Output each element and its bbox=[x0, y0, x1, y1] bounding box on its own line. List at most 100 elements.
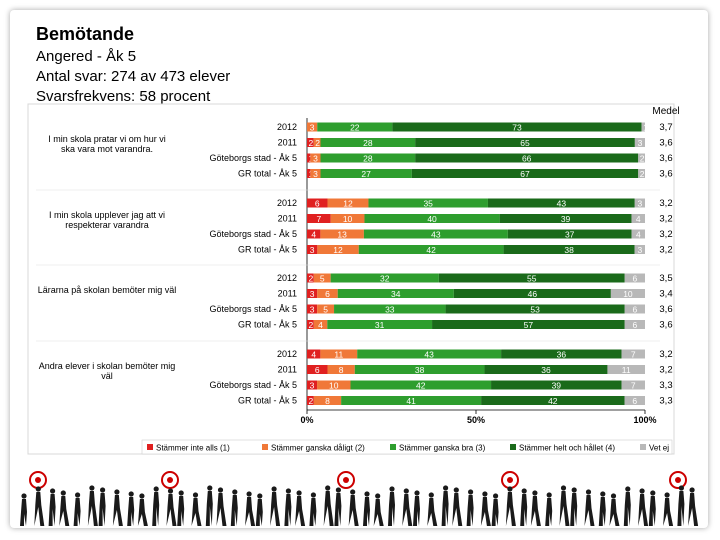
medel-value: 3,3 bbox=[659, 396, 672, 407]
bar-segment bbox=[313, 273, 331, 283]
bar-data-label: 28 bbox=[363, 138, 373, 148]
person-silhouette bbox=[584, 489, 595, 526]
bar-data-label: 34 bbox=[391, 289, 401, 299]
bar-data-label: 3 bbox=[637, 245, 642, 255]
person-silhouette bbox=[598, 491, 606, 526]
bar-segment bbox=[415, 153, 639, 163]
bar-data-label: 43 bbox=[424, 349, 434, 359]
person-silhouette bbox=[559, 485, 570, 526]
medel-value: 3,6 bbox=[659, 320, 672, 331]
bar-segment bbox=[354, 365, 485, 374]
bar-data-label: 11 bbox=[334, 349, 343, 359]
response-rate-label: Svarsfrekvens: 58 procent bbox=[36, 88, 211, 105]
bar-data-label: 36 bbox=[557, 349, 567, 359]
person-silhouette bbox=[545, 492, 553, 526]
bar-segment bbox=[453, 289, 611, 298]
responses-label: Antal svar: 274 av 473 elever bbox=[36, 68, 231, 85]
bar-data-label: 35 bbox=[423, 198, 433, 208]
person-silhouette bbox=[334, 487, 342, 526]
bar-segment bbox=[638, 169, 645, 178]
bar-segment bbox=[307, 289, 318, 298]
person-silhouette bbox=[73, 492, 81, 526]
bar-segment bbox=[307, 229, 321, 239]
bar-segment bbox=[307, 304, 318, 314]
bar-data-label: 2 bbox=[640, 169, 645, 179]
bar-segment bbox=[438, 273, 625, 283]
bar-data-label: 4 bbox=[311, 349, 316, 359]
person-silhouette bbox=[466, 489, 474, 526]
person-silhouette bbox=[570, 487, 578, 526]
person-silhouette bbox=[177, 490, 185, 526]
row-label: 2012 bbox=[277, 349, 297, 359]
row-label: Göteborgs stad - Åk 5 bbox=[209, 229, 297, 239]
bar-segment bbox=[317, 122, 393, 132]
bar-data-label: 22 bbox=[350, 122, 360, 132]
person-silhouette bbox=[20, 493, 27, 526]
row-label: 2011 bbox=[278, 365, 297, 375]
bar-segment bbox=[307, 122, 318, 132]
bar-segment bbox=[481, 396, 625, 405]
bar-data-label: 55 bbox=[527, 273, 537, 283]
bar-segment bbox=[337, 289, 454, 298]
bar-data-label: 10 bbox=[343, 214, 353, 224]
bar-data-label: 53 bbox=[530, 304, 540, 314]
bar-data-label: 40 bbox=[427, 214, 437, 224]
legend-swatch bbox=[390, 444, 396, 450]
bar-segment bbox=[320, 229, 364, 239]
person-silhouette bbox=[648, 490, 656, 526]
bar-segment bbox=[364, 214, 500, 223]
bar-segment bbox=[411, 169, 639, 178]
question-label: Lärarna på skolan bemöter mig väl bbox=[38, 285, 177, 295]
row-label: GR total - Åk 5 bbox=[238, 245, 297, 255]
bar-data-label: 39 bbox=[561, 214, 571, 224]
bar-data-label: 65 bbox=[520, 138, 530, 148]
target-icon bbox=[29, 471, 47, 489]
bar-data-label: 4 bbox=[636, 214, 641, 224]
bar-segment bbox=[621, 349, 645, 359]
bar-data-label: 2 bbox=[315, 138, 320, 148]
bar-data-label: 13 bbox=[337, 229, 347, 239]
legend-swatch bbox=[262, 444, 268, 450]
bar-data-label: 5 bbox=[323, 304, 328, 314]
person-silhouette bbox=[520, 488, 528, 526]
row-label: Göteborgs stad - Åk 5 bbox=[209, 153, 297, 163]
person-silhouette bbox=[216, 487, 227, 526]
x-tick-label: 100% bbox=[633, 415, 656, 425]
bar-segment bbox=[634, 198, 645, 208]
bar-data-label: 66 bbox=[522, 153, 532, 163]
bar-data-label: 42 bbox=[426, 245, 436, 255]
bar-segment bbox=[501, 349, 622, 359]
bar-segment bbox=[313, 320, 328, 329]
legend-label: Stämmer ganska bra (3) bbox=[399, 444, 486, 453]
target-icon bbox=[669, 471, 687, 489]
bar-segment bbox=[363, 229, 508, 239]
bar-segment bbox=[317, 304, 335, 314]
bar-segment bbox=[327, 320, 433, 329]
legend-box bbox=[141, 439, 673, 455]
legend-label: Stämmer ganska dåligt (2) bbox=[271, 444, 365, 453]
bar-data-label: 57 bbox=[524, 320, 534, 330]
bar-segment bbox=[487, 198, 635, 208]
person-silhouette bbox=[373, 493, 384, 526]
legend-label: Stämmer helt och hållet (4) bbox=[519, 444, 615, 453]
bar-data-label: 46 bbox=[528, 289, 538, 299]
row-label: GR total - Åk 5 bbox=[238, 169, 297, 179]
bar-segment bbox=[327, 365, 355, 374]
bar-segment bbox=[631, 229, 645, 239]
bar-segment bbox=[357, 349, 502, 359]
person-silhouette bbox=[323, 485, 334, 526]
medel-value: 3,2 bbox=[659, 365, 672, 376]
target-icon bbox=[161, 471, 179, 489]
bar-segment bbox=[320, 138, 416, 147]
bar-data-label: 2 bbox=[309, 273, 314, 283]
bar-segment bbox=[638, 153, 645, 163]
person-silhouette bbox=[270, 486, 281, 526]
bar-data-label: 37 bbox=[565, 229, 575, 239]
bar-data-label: 4 bbox=[311, 229, 316, 239]
person-silhouette bbox=[255, 493, 263, 526]
bar-segment bbox=[307, 245, 318, 254]
bar-data-label: 6 bbox=[315, 365, 320, 375]
bar-segment bbox=[313, 396, 342, 405]
bar-segment bbox=[317, 289, 338, 298]
medel-value: 3,4 bbox=[659, 289, 672, 300]
